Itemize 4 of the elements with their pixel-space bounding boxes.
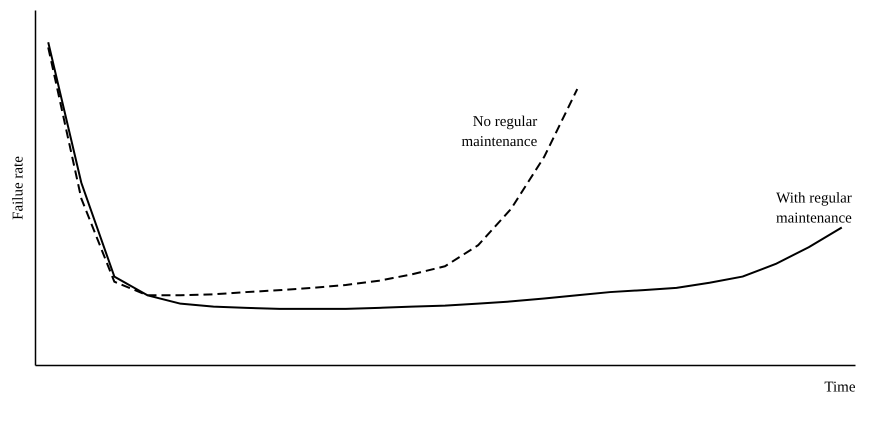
series-label: With regular maintenance (776, 190, 852, 227)
series-label: No regular maintenance (461, 114, 538, 150)
x-axis-title: Time (824, 380, 856, 396)
y-axis-title: Failue rate (10, 156, 26, 220)
